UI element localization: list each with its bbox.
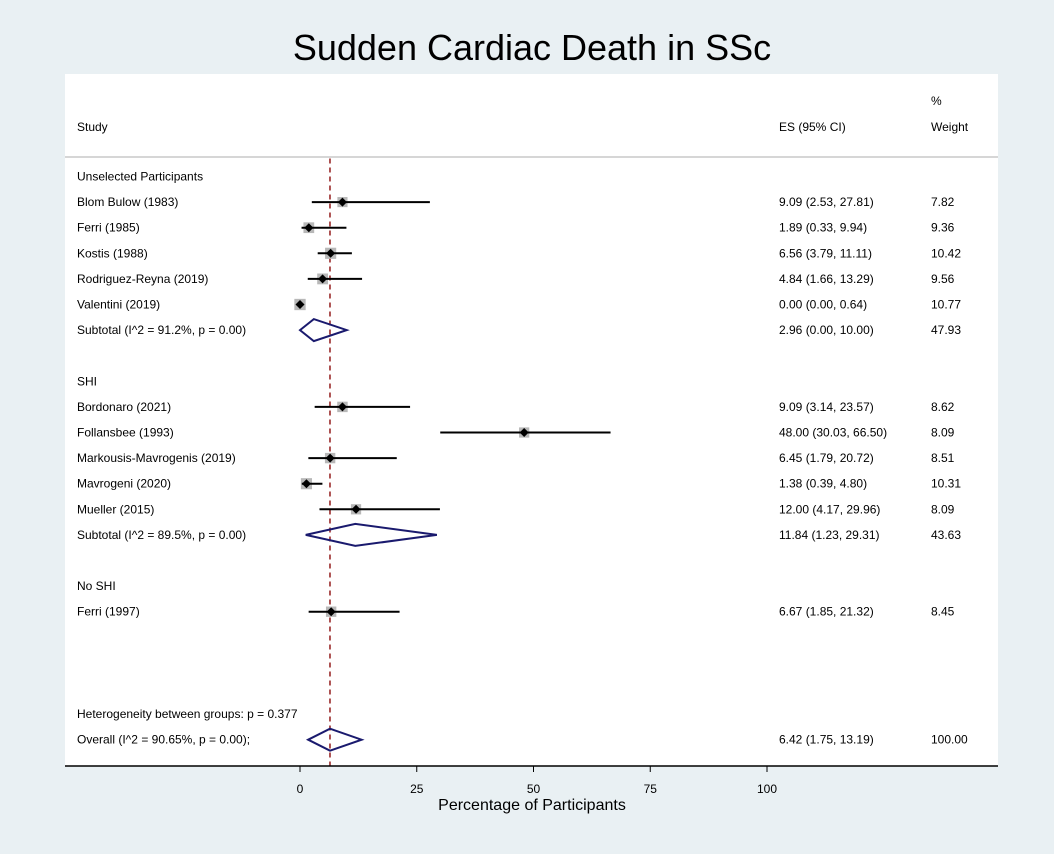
header-weight-percent: %	[931, 94, 942, 108]
overall-es-ci-text: 6.42 (1.75, 13.19)	[779, 733, 874, 747]
x-tick-label: 0	[297, 782, 304, 796]
study-label: Mueller (2015)	[77, 502, 154, 516]
x-tick-label: 25	[410, 782, 424, 796]
es-ci-text: 6.67 (1.85, 21.32)	[779, 605, 874, 619]
subtotal-label: Subtotal (I^2 = 91.2%, p = 0.00)	[77, 323, 246, 337]
study-label: Blom Bulow (1983)	[77, 195, 178, 209]
weight-text: 8.45	[931, 605, 955, 619]
group-label: SHI	[77, 374, 97, 388]
subtotal-weight-text: 43.63	[931, 528, 961, 542]
weight-text: 8.09	[931, 426, 955, 440]
point-estimate	[337, 197, 347, 207]
x-tick-label: 50	[527, 782, 541, 796]
study-label: Kostis (1988)	[77, 246, 148, 260]
study-label: Bordonaro (2021)	[77, 400, 171, 414]
point-estimate	[301, 479, 311, 489]
study-label: Ferri (1997)	[77, 605, 140, 619]
weight-text: 8.09	[931, 502, 955, 516]
es-ci-text: 0.00 (0.00, 0.64)	[779, 298, 867, 312]
group-label: No SHI	[77, 579, 116, 593]
study-label: Valentini (2019)	[77, 298, 160, 312]
es-ci-text: 6.56 (3.79, 11.11)	[779, 246, 872, 260]
weight-text: 10.42	[931, 246, 961, 260]
pooled-diamond	[298, 317, 350, 343]
weight-text: 8.51	[931, 451, 955, 465]
es-ci-text: 48.00 (30.03, 66.50)	[779, 426, 887, 440]
point-estimate	[325, 453, 335, 463]
point-estimate	[304, 223, 314, 233]
es-ci-text: 4.84 (1.66, 13.29)	[779, 272, 874, 286]
pooled-diamond	[305, 727, 365, 752]
weight-text: 7.82	[931, 195, 955, 209]
plot-panel	[65, 74, 998, 766]
overall-label: Overall (I^2 = 90.65%, p = 0.00);	[77, 733, 250, 747]
weight-text: 9.36	[931, 221, 955, 235]
study-label: Follansbee (1993)	[77, 426, 174, 440]
weight-text: 9.56	[931, 272, 955, 286]
point-estimate	[295, 300, 305, 309]
weight-text: 10.77	[931, 298, 961, 312]
study-label: Rodriguez-Reyna (2019)	[77, 272, 208, 286]
point-estimate	[337, 402, 347, 412]
study-label: Mavrogeni (2020)	[77, 477, 171, 491]
subtotal-weight-text: 47.93	[931, 323, 961, 337]
subtotal-label: Subtotal (I^2 = 89.5%, p = 0.00)	[77, 528, 246, 542]
point-estimate	[318, 274, 328, 284]
header-weight: Weight	[931, 120, 969, 134]
x-tick-label: 75	[644, 782, 658, 796]
es-ci-text: 9.09 (2.53, 27.81)	[779, 195, 874, 209]
header-es: ES (95% CI)	[779, 120, 846, 134]
point-estimate	[519, 428, 529, 437]
weight-text: 8.62	[931, 400, 955, 414]
point-estimate	[326, 607, 336, 617]
heterogeneity-label: Heterogeneity between groups: p = 0.377	[77, 707, 298, 721]
x-tick-label: 100	[757, 782, 777, 796]
header-study: Study	[77, 120, 108, 134]
es-ci-text: 1.89 (0.33, 9.94)	[779, 221, 867, 235]
study-label: Ferri (1985)	[77, 221, 140, 235]
group-label: Unselected Participants	[77, 170, 203, 184]
chart-title: Sudden Cardiac Death in SSc	[292, 27, 772, 68]
es-ci-text: 6.45 (1.79, 20.72)	[779, 451, 874, 465]
es-ci-text: 1.38 (0.39, 4.80)	[779, 477, 867, 491]
x-axis-title: Percentage of Participants	[438, 797, 626, 814]
es-ci-text: 12.00 (4.17, 29.96)	[779, 502, 880, 516]
subtotal-es-ci-text: 2.96 (0.00, 10.00)	[779, 323, 874, 337]
study-label: Markousis-Mavrogenis (2019)	[77, 451, 236, 465]
es-ci-text: 9.09 (3.14, 23.57)	[779, 400, 874, 414]
overall-weight-text: 100.00	[931, 733, 968, 747]
subtotal-es-ci-text: 11.84 (1.23, 29.31)	[779, 528, 880, 542]
pooled-diamond	[305, 522, 438, 547]
point-estimate	[351, 504, 361, 514]
point-estimate	[326, 248, 336, 258]
weight-text: 10.31	[931, 477, 961, 491]
